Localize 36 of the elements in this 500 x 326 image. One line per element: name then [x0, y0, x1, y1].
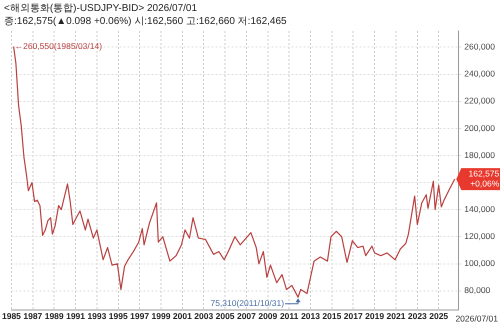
x-tick-label: 2015 [322, 311, 342, 322]
x-tick-label: 2017 [344, 311, 363, 322]
x-tick-label: 2019 [365, 311, 384, 322]
x-tick-label: 1991 [66, 311, 86, 322]
y-tick-label: 260,000 [464, 42, 496, 52]
x-tick-label: 2021 [386, 311, 406, 322]
annotation: ←260,550(1985/03/14) [14, 40, 102, 51]
x-tick-label: 1995 [108, 311, 128, 322]
text: 2026/07/01 [455, 313, 498, 324]
x-tick-label: 2003 [194, 311, 214, 322]
y-tick-label: 200,000 [464, 122, 496, 133]
y-tick-label: 120,000 [464, 231, 496, 242]
x-tick-label: 2009 [258, 311, 278, 322]
x-tick-label: 2005 [216, 311, 235, 322]
x-tick-label: 1999 [152, 311, 171, 322]
y-tick-label: 220,000 [464, 96, 496, 106]
x-tick-label: 2007 [236, 311, 256, 322]
x-tick-label: 2001 [172, 311, 192, 322]
y-tick-label: 180,000 [464, 150, 496, 160]
y-tick-label: 140,000 [464, 204, 496, 214]
x-tick-label: 2011 [280, 311, 299, 322]
y-tick-label: 100,000 [464, 258, 496, 268]
chart-subtitle: 종:162,575(▲0.098 +0.06%) 시:162,560 고:162,660 저:162,465 [4, 16, 288, 27]
x-tick-label: 1993 [87, 311, 107, 322]
x-tick-label: 1987 [23, 311, 43, 322]
x-tick-label: 2023 [408, 311, 428, 322]
x-tick-label: 1997 [130, 311, 150, 322]
x-tick-label: 2013 [301, 311, 320, 322]
y-tick-label: 80,000 [464, 285, 491, 296]
annotation: 162,575 +0,06% [468, 168, 500, 188]
annotation: 75,310(2011/10/31) [210, 298, 284, 308]
x-tick-label: 1989 [44, 311, 64, 322]
x-tick-label: 2025 [429, 311, 448, 322]
chart-title: <해외통화(통합)-USDJPY-BID> 2026/07/01 [4, 2, 198, 14]
y-tick-label: 240,000 [464, 68, 496, 79]
x-tick-label: 1985 [2, 311, 22, 322]
